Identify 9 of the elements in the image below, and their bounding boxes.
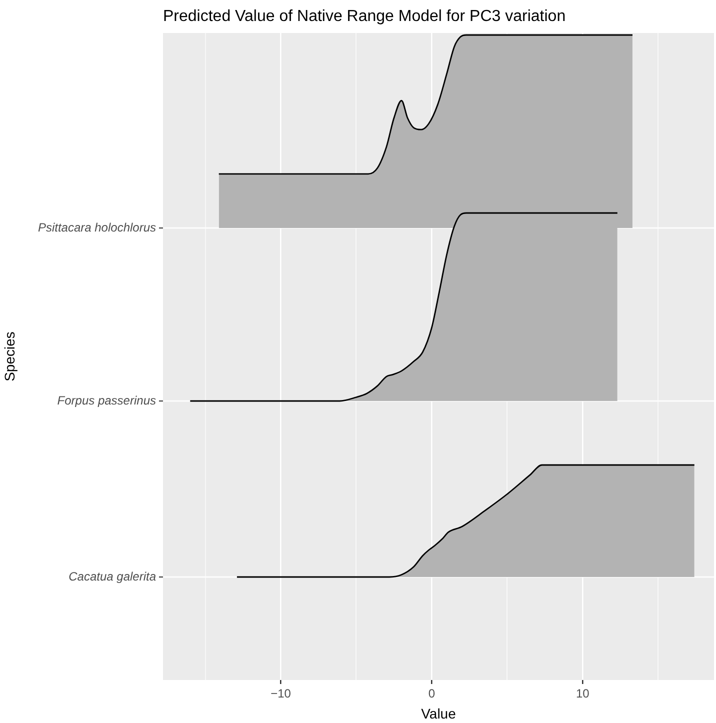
x-axis-title: Value: [421, 705, 456, 722]
text: Forpus passerinus: [57, 393, 156, 408]
y-axis-title: Species: [1, 332, 18, 382]
x-tick-label: −10: [270, 686, 292, 701]
chart-title: Predicted Value of Native Range Model for PC3 variation: [163, 8, 566, 26]
text: Cacatua galerita: [68, 569, 156, 584]
x-tick-label: 0: [428, 686, 436, 701]
text: Psittacara holochlorus: [38, 220, 156, 234]
x-tick-label: 10: [576, 686, 590, 701]
